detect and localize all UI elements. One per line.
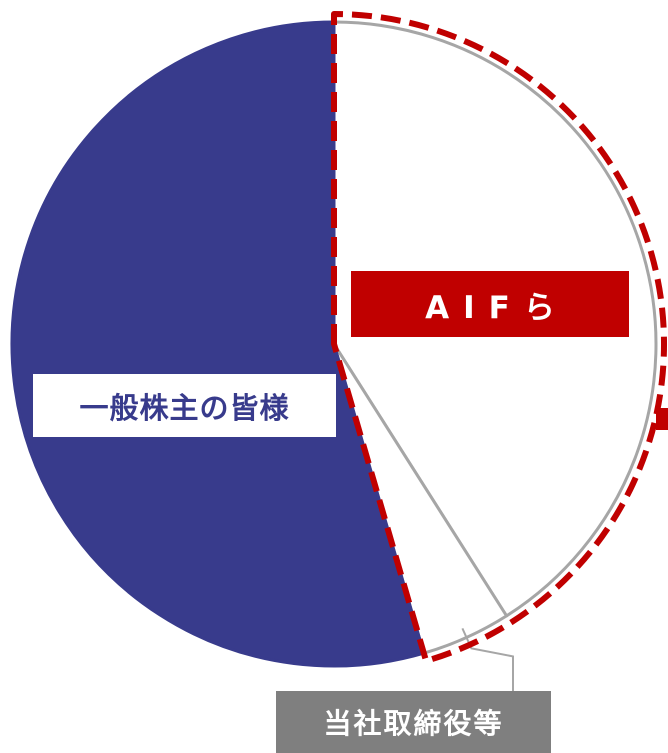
leader-lines [461, 627, 514, 691]
pie-slice-2 [10, 20, 426, 668]
leader-line-directors [461, 627, 514, 691]
label-aif: AIFら [351, 271, 629, 337]
label-general-shareholders: 一般株主の皆様 [33, 374, 336, 437]
highlight-group [331, 11, 668, 664]
label-company-directors: 当社取締役等 [276, 691, 551, 753]
highlight-marker [656, 408, 668, 430]
highlight-outline [331, 11, 667, 664]
